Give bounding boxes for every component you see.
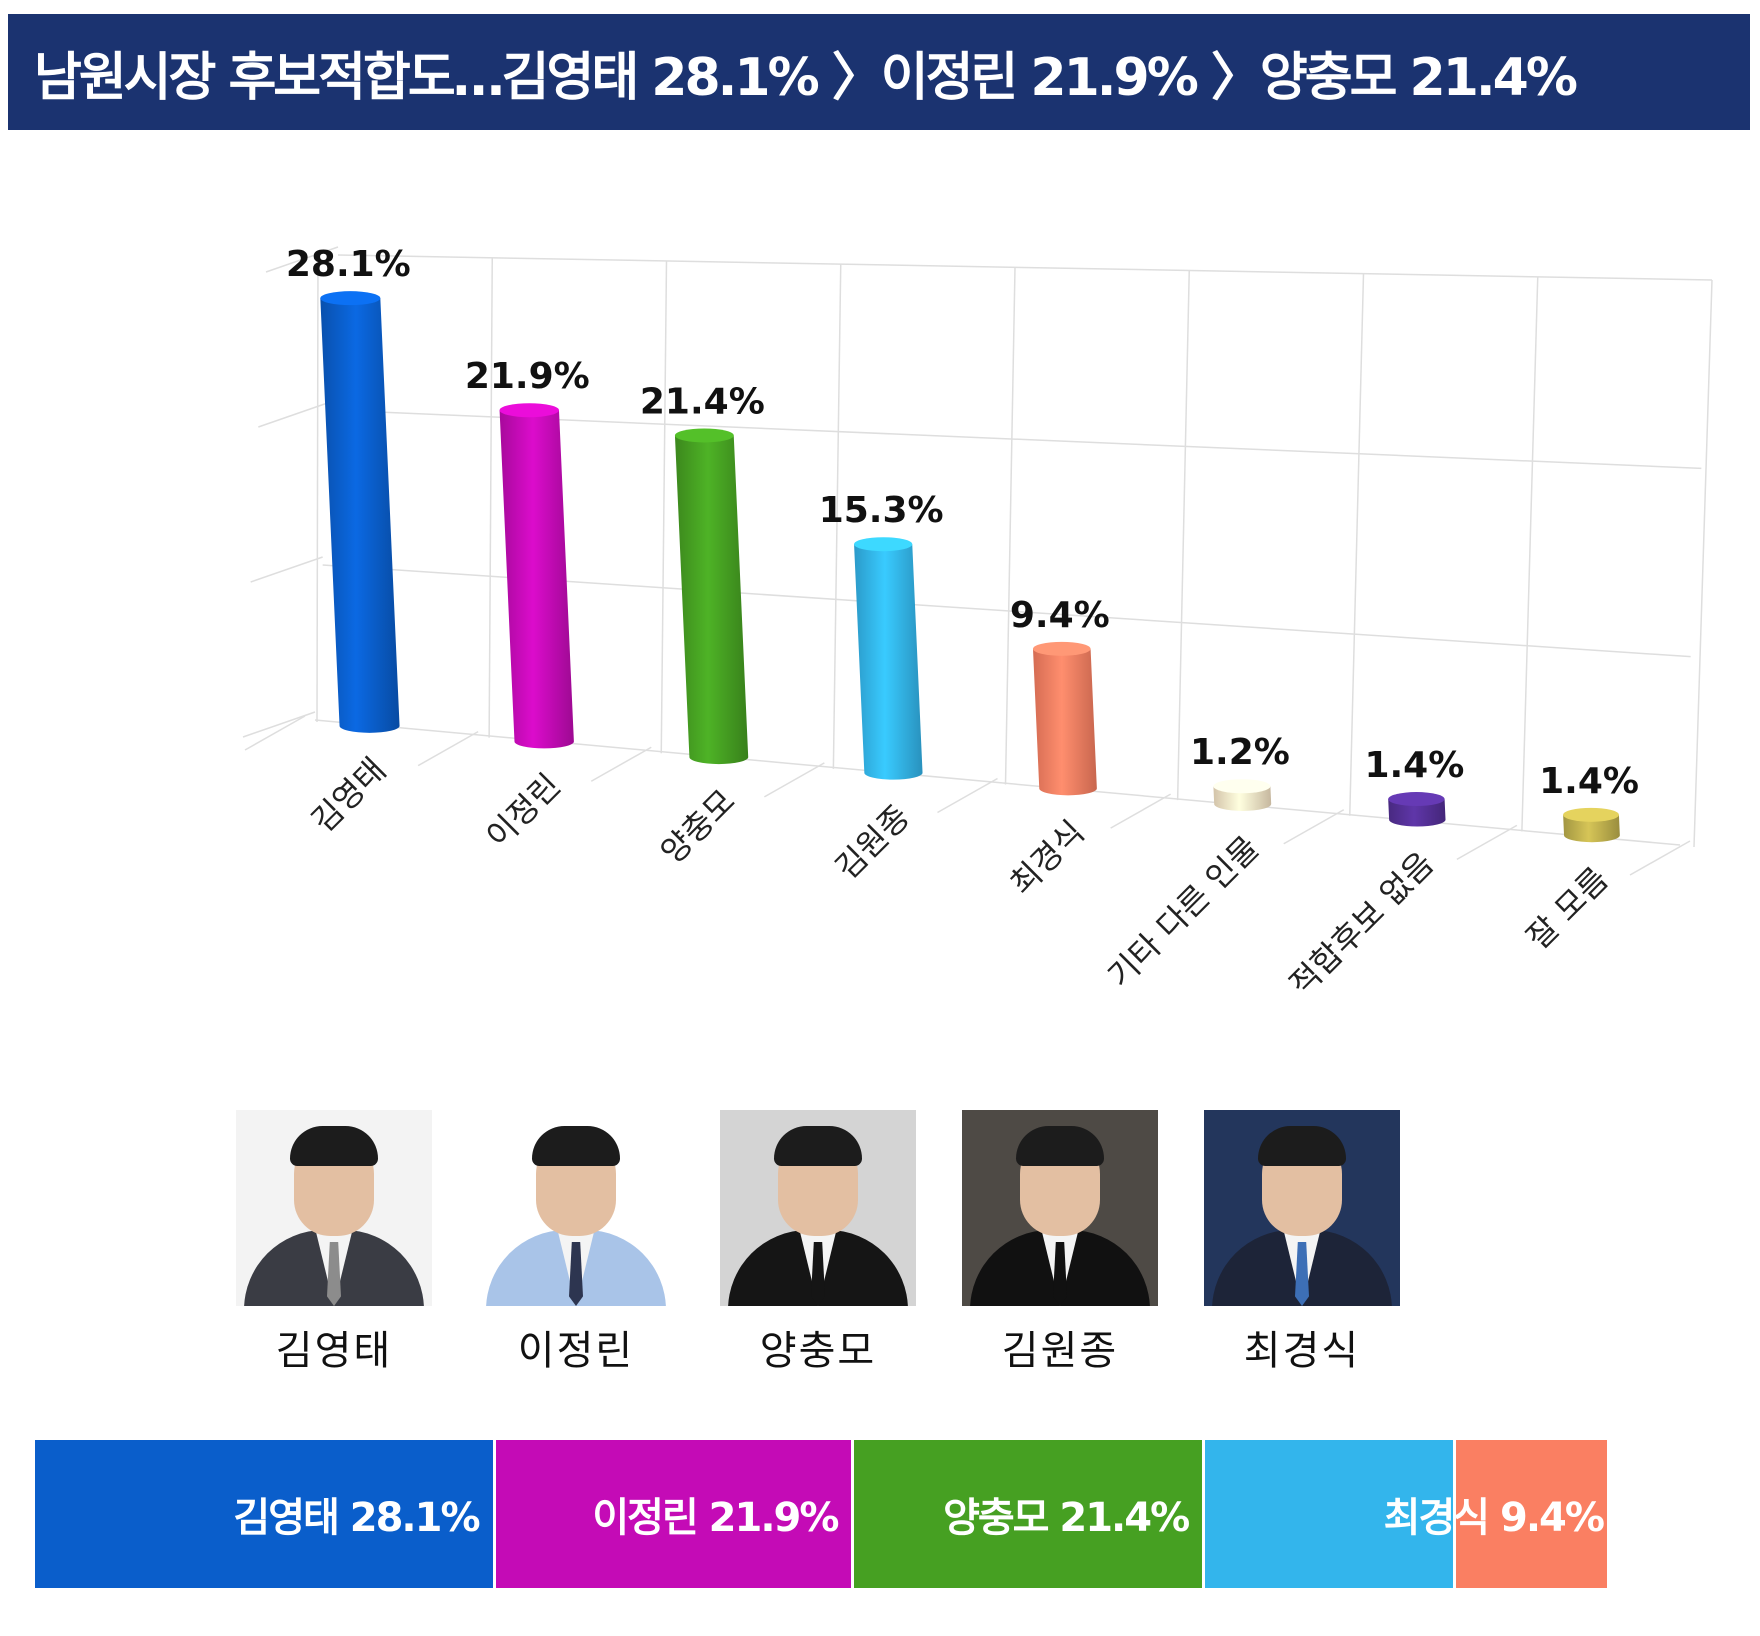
bar-chart: 28.1% 21.9% 21.4% 15.3% 9.4% 1.2% 1.4% 1.4% 김영태… [242,244,1713,1004]
summary-segment [1455,1440,1607,1588]
candidate-photo [1204,1110,1400,1306]
chart-category-labels: 김영태 이정린 양충모 김원종 최경식 기타 다른 인물 적합후보 없음 잘 모름 [304,751,1616,1004]
bar-cap-잘 모름 [1563,807,1619,822]
bar-양충모 [674,435,749,765]
candidate-card: 최경식 [1204,1110,1400,1376]
chart-value-labels: 28.1% 21.9% 21.4% 15.3% 9.4% 1.2% 1.4% 1.4% [286,244,1639,802]
summary-segment: 이정린 21.9% [495,1440,852,1588]
page-title: 남원시장 후보적합도…김영태 28.1% 〉이정린 21.9% 〉양충모 21.… [34,47,1578,108]
value-label-최경식: 9.4% [1010,595,1110,636]
bar-기타 다른 인물 [1213,786,1272,811]
bar-김영태 [320,298,400,733]
category-label-기타 다른 인물: 기타 다른 인물 [1100,829,1266,995]
summary-segment-label: 최경식 9.4% [1383,1495,1605,1541]
candidate-card: 김영태 [236,1110,432,1376]
category-label-김원종: 김원종 [828,797,917,886]
category-label-양충모: 양충모 [653,782,742,871]
value-label-적합후보 없음: 1.4% [1364,745,1464,786]
bar-잘 모름 [1563,814,1620,843]
summary-segment: 양충모 21.4% [854,1440,1203,1588]
candidate-card: 이정린 [478,1110,674,1376]
summary-stacked-bar: 김영태 28.1% 이정린 21.9% 양충모 21.4% 최경식 9.4% [35,1440,1610,1588]
bar-최경식 [1032,648,1097,796]
bar-cap-최경식 [1032,641,1091,656]
value-label-김원종: 15.3% [819,490,944,531]
category-label-최경식: 최경식 [1002,813,1091,902]
bar-적합후보 없음 [1388,799,1446,827]
bar-김원종 [854,544,923,780]
summary-segment: 김영태 28.1% [35,1440,493,1588]
chart-bars [320,291,1620,843]
bar-cap-기타 다른 인물 [1213,779,1271,794]
category-label-적합후보 없음: 적합후보 없음 [1282,844,1441,1003]
value-label-잘 모름: 1.4% [1539,761,1639,802]
bar-cap-김영태 [320,291,381,306]
candidate-name: 양충모 [759,1328,877,1374]
candidate-photo [478,1110,674,1306]
candidate-card: 김원종 [962,1110,1158,1376]
candidate-photo [236,1110,432,1306]
category-label-잘 모름: 잘 모름 [1519,860,1616,957]
summary-segment-label: 이정린 21.9% [592,1495,839,1541]
summary-segment-label: 양충모 21.4% [943,1495,1190,1541]
candidate-photo [962,1110,1158,1306]
value-label-기타 다른 인물: 1.2% [1190,732,1290,773]
value-label-김영태: 28.1% [286,244,411,285]
candidate-photo [720,1110,916,1306]
candidate-name: 이정린 [517,1328,635,1374]
summary-segment-fill [1205,1440,1453,1588]
bar-cap-양충모 [674,428,734,443]
candidate-name: 김원종 [1001,1328,1119,1374]
candidate-name: 김영태 [275,1328,393,1374]
value-label-이정린: 21.9% [465,356,590,397]
candidate-name: 최경식 [1243,1328,1361,1374]
bar-cap-김원종 [854,537,913,552]
title-bar: 남원시장 후보적합도…김영태 28.1% 〉이정린 21.9% 〉양충모 21.… [8,14,1750,130]
bar-이정린 [499,410,574,749]
category-label-김영태: 김영태 [304,751,393,840]
chart-grid [242,246,1713,876]
candidate-card: 양충모 [720,1110,916,1376]
bar-cap-적합후보 없음 [1388,792,1445,807]
bar-cap-이정린 [499,403,559,418]
summary-segment: 최경식 9.4% [1205,1440,1605,1588]
summary-segment-label: 김영태 28.1% [233,1495,480,1541]
category-label-이정린: 이정린 [479,766,568,855]
value-label-양충모: 21.4% [640,381,765,422]
